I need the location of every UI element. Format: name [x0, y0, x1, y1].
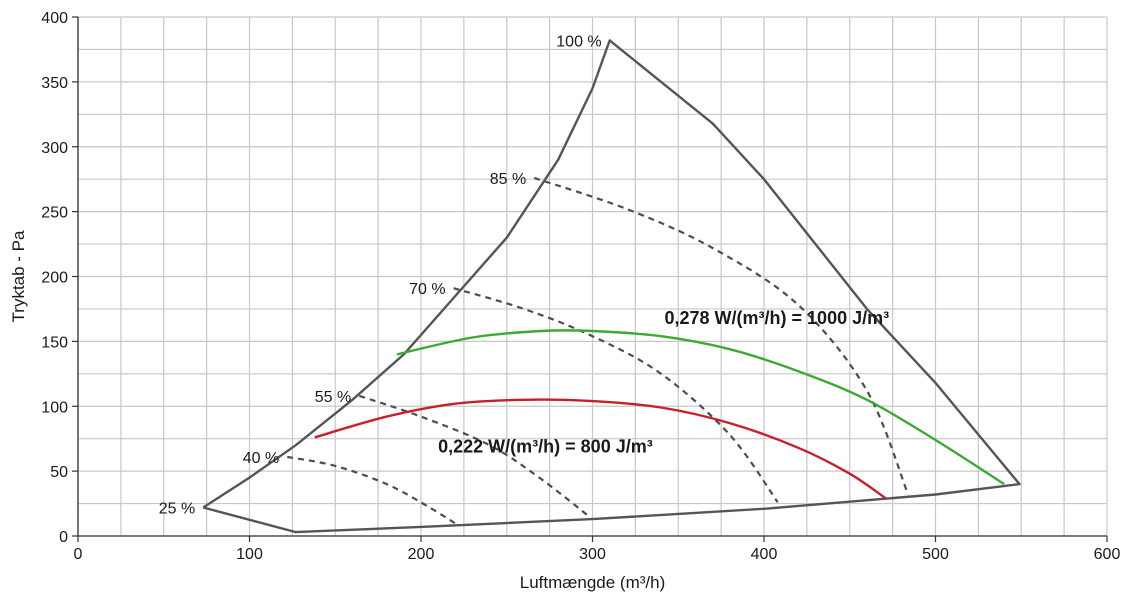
x-tick-label: 0 [74, 546, 83, 563]
percent-curves [286, 176, 910, 527]
y-tick-label: 100 [41, 399, 68, 416]
y-tick-label: 400 [41, 10, 68, 27]
envelope-line [202, 39, 1021, 534]
series [314, 329, 1005, 500]
percent-label: 70 % [409, 281, 445, 298]
axes: 0 100 200 300 400 500 600 0 50 100 150 200 250 300 350… [41, 10, 1120, 563]
y-tick-label: 300 [41, 140, 68, 157]
series-annotation: 0,278 W/(m³/h) = 1000 J/m³ [665, 308, 890, 328]
y-tick-label: 150 [41, 334, 68, 351]
x-tick-label: 300 [579, 546, 606, 563]
percent-label: 100 % [556, 33, 601, 50]
x-tick-label: 400 [751, 546, 778, 563]
x-axis-title: Luftmængde (m³/h) [520, 573, 666, 592]
grid [77, 16, 1108, 537]
percent-curve-dashed [286, 455, 460, 527]
y-tick-label: 0 [59, 529, 68, 546]
envelope [202, 39, 1021, 534]
percent-label: 25 % [159, 500, 195, 517]
x-tick-label: 500 [922, 546, 949, 563]
percent-label: 40 % [243, 450, 279, 467]
series-line [396, 329, 1005, 486]
series-line [314, 398, 887, 500]
x-tick-label: 100 [236, 546, 263, 563]
y-axis-title: Tryktab - Pa [9, 230, 28, 322]
series-annotation: 0,222 W/(m³/h) = 800 J/m³ [438, 436, 653, 456]
labels: 100 % 85 % 70 % 55 % 40 % 25 % 0,278 W/(m³/h) … [159, 33, 889, 517]
y-tick-label: 250 [41, 205, 68, 222]
percent-curve-dashed [453, 287, 779, 503]
y-tick-label: 200 [41, 270, 68, 287]
y-tick-label: 50 [50, 464, 68, 481]
y-tick-label: 350 [41, 75, 68, 92]
percent-label: 85 % [490, 171, 526, 188]
x-tick-label: 200 [408, 546, 435, 563]
x-tick-label: 600 [1094, 546, 1121, 563]
percent-label: 55 % [315, 389, 351, 406]
